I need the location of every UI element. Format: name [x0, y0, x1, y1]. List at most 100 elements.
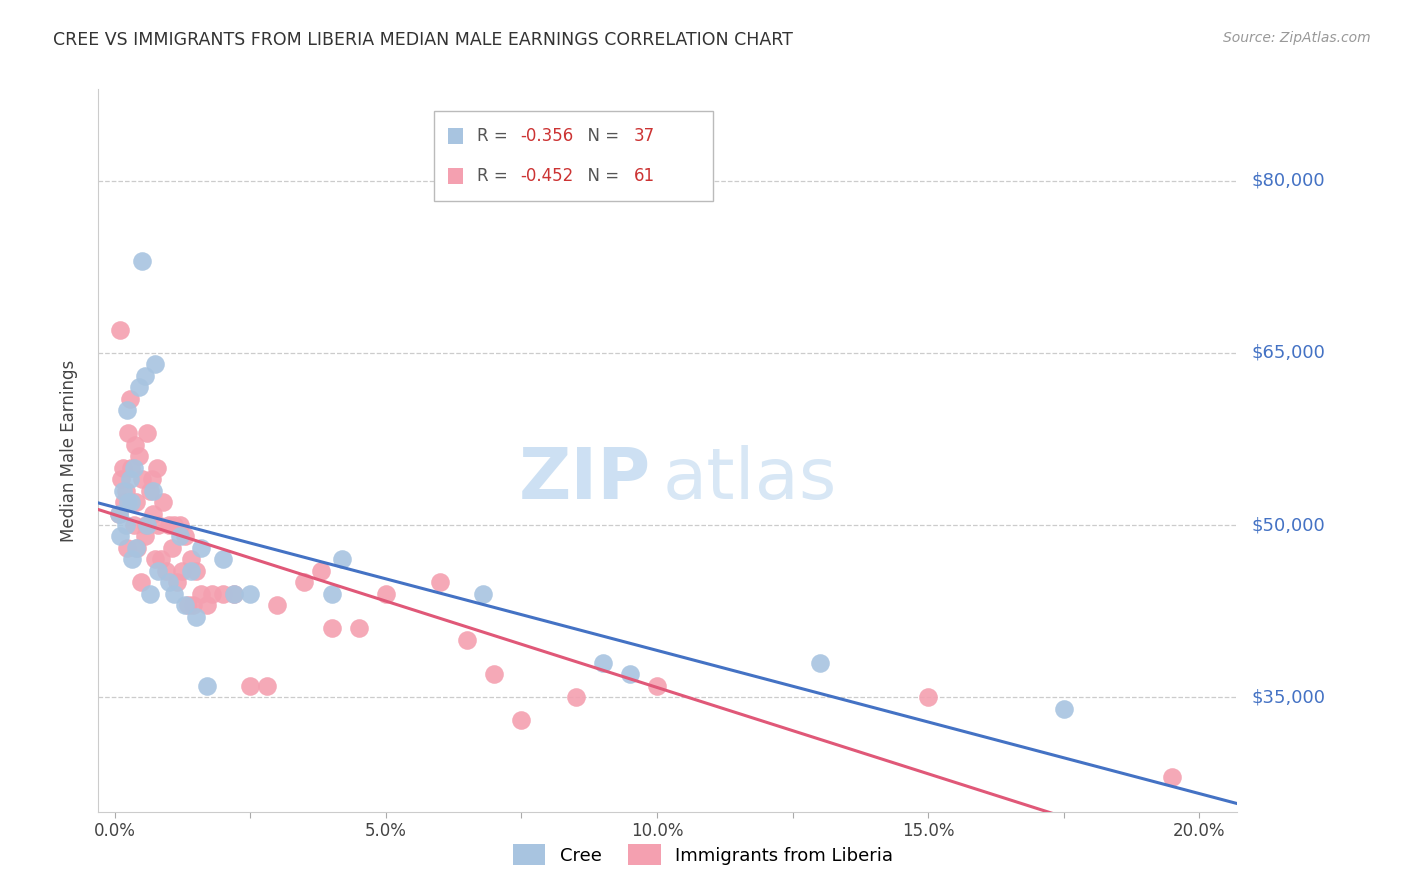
Point: [117, 426, 139, 441]
Point: [155, 564, 177, 578]
Text: -0.452: -0.452: [520, 167, 574, 185]
Point: [114, 483, 136, 498]
Point: [157, 575, 180, 590]
Point: [127, 541, 149, 555]
Point: [128, 449, 150, 463]
Point: [134, 529, 156, 543]
Point: [645, 679, 668, 693]
Point: [429, 575, 451, 590]
Point: [184, 564, 207, 578]
Point: [222, 587, 245, 601]
Point: [131, 472, 153, 486]
Point: [146, 518, 169, 533]
Point: [169, 518, 191, 533]
Point: [146, 460, 169, 475]
Point: [374, 587, 396, 601]
Point: [592, 656, 614, 670]
Point: [125, 541, 148, 555]
Point: [160, 541, 183, 555]
Point: [121, 552, 143, 566]
Point: [321, 621, 343, 635]
Point: [115, 403, 138, 417]
Point: [1161, 770, 1184, 784]
Point: [118, 472, 141, 486]
Point: [108, 507, 131, 521]
Point: [332, 552, 354, 566]
Point: [347, 621, 370, 635]
Legend: Cree, Immigrants from Liberia: Cree, Immigrants from Liberia: [505, 837, 901, 872]
Point: [177, 599, 200, 613]
Point: [125, 495, 148, 509]
Point: [166, 575, 188, 590]
Point: [114, 495, 136, 509]
Point: [108, 529, 131, 543]
Point: [129, 575, 152, 590]
Point: [184, 609, 207, 624]
Point: [309, 564, 332, 578]
Point: [134, 368, 156, 383]
Point: [120, 460, 142, 475]
Text: Source: ZipAtlas.com: Source: ZipAtlas.com: [1223, 31, 1371, 45]
Point: [135, 518, 157, 533]
Text: R =: R =: [477, 128, 513, 145]
Point: [183, 599, 205, 613]
Point: [256, 679, 278, 693]
Point: [145, 358, 167, 372]
Point: [110, 472, 132, 486]
Point: [136, 518, 159, 533]
Point: [136, 426, 159, 441]
Point: [195, 599, 218, 613]
Point: [122, 518, 145, 533]
Point: [145, 552, 167, 566]
Point: [108, 323, 131, 337]
Text: ZIP: ZIP: [519, 445, 651, 514]
Point: [139, 483, 162, 498]
Point: [124, 438, 146, 452]
Point: [139, 587, 162, 601]
Point: [212, 587, 235, 601]
Point: [174, 599, 197, 613]
Point: [174, 529, 197, 543]
Text: 37: 37: [634, 128, 655, 145]
Point: [564, 690, 586, 704]
Point: [190, 587, 212, 601]
Text: atlas: atlas: [662, 445, 837, 514]
Point: [141, 472, 163, 486]
Bar: [449, 168, 463, 184]
Point: [146, 564, 169, 578]
Text: 61: 61: [634, 167, 655, 185]
Point: [163, 587, 186, 601]
Text: N =: N =: [576, 167, 624, 185]
Point: [917, 690, 939, 704]
Point: [808, 656, 831, 670]
Point: [484, 667, 506, 681]
Y-axis label: Median Male Earnings: Median Male Earnings: [59, 359, 77, 541]
Point: [142, 483, 165, 498]
Point: [172, 564, 194, 578]
Point: [120, 495, 142, 509]
Point: [111, 460, 134, 475]
Point: [180, 564, 202, 578]
Point: [152, 495, 174, 509]
Text: N =: N =: [576, 128, 624, 145]
Point: [294, 575, 316, 590]
Point: [619, 667, 641, 681]
Point: [266, 599, 288, 613]
Point: [118, 392, 141, 406]
Point: [321, 587, 343, 601]
Text: $80,000: $80,000: [1251, 172, 1324, 190]
Text: $35,000: $35,000: [1251, 688, 1326, 706]
Point: [142, 507, 165, 521]
Point: [472, 587, 495, 601]
Point: [115, 541, 138, 555]
Point: [1053, 701, 1076, 715]
FancyBboxPatch shape: [434, 111, 713, 202]
Point: [456, 632, 478, 647]
Text: CREE VS IMMIGRANTS FROM LIBERIA MEDIAN MALE EARNINGS CORRELATION CHART: CREE VS IMMIGRANTS FROM LIBERIA MEDIAN M…: [53, 31, 793, 49]
Point: [180, 552, 202, 566]
Point: [117, 495, 139, 509]
Bar: [449, 128, 463, 145]
Point: [128, 380, 150, 394]
Point: [510, 713, 533, 727]
Point: [169, 529, 191, 543]
